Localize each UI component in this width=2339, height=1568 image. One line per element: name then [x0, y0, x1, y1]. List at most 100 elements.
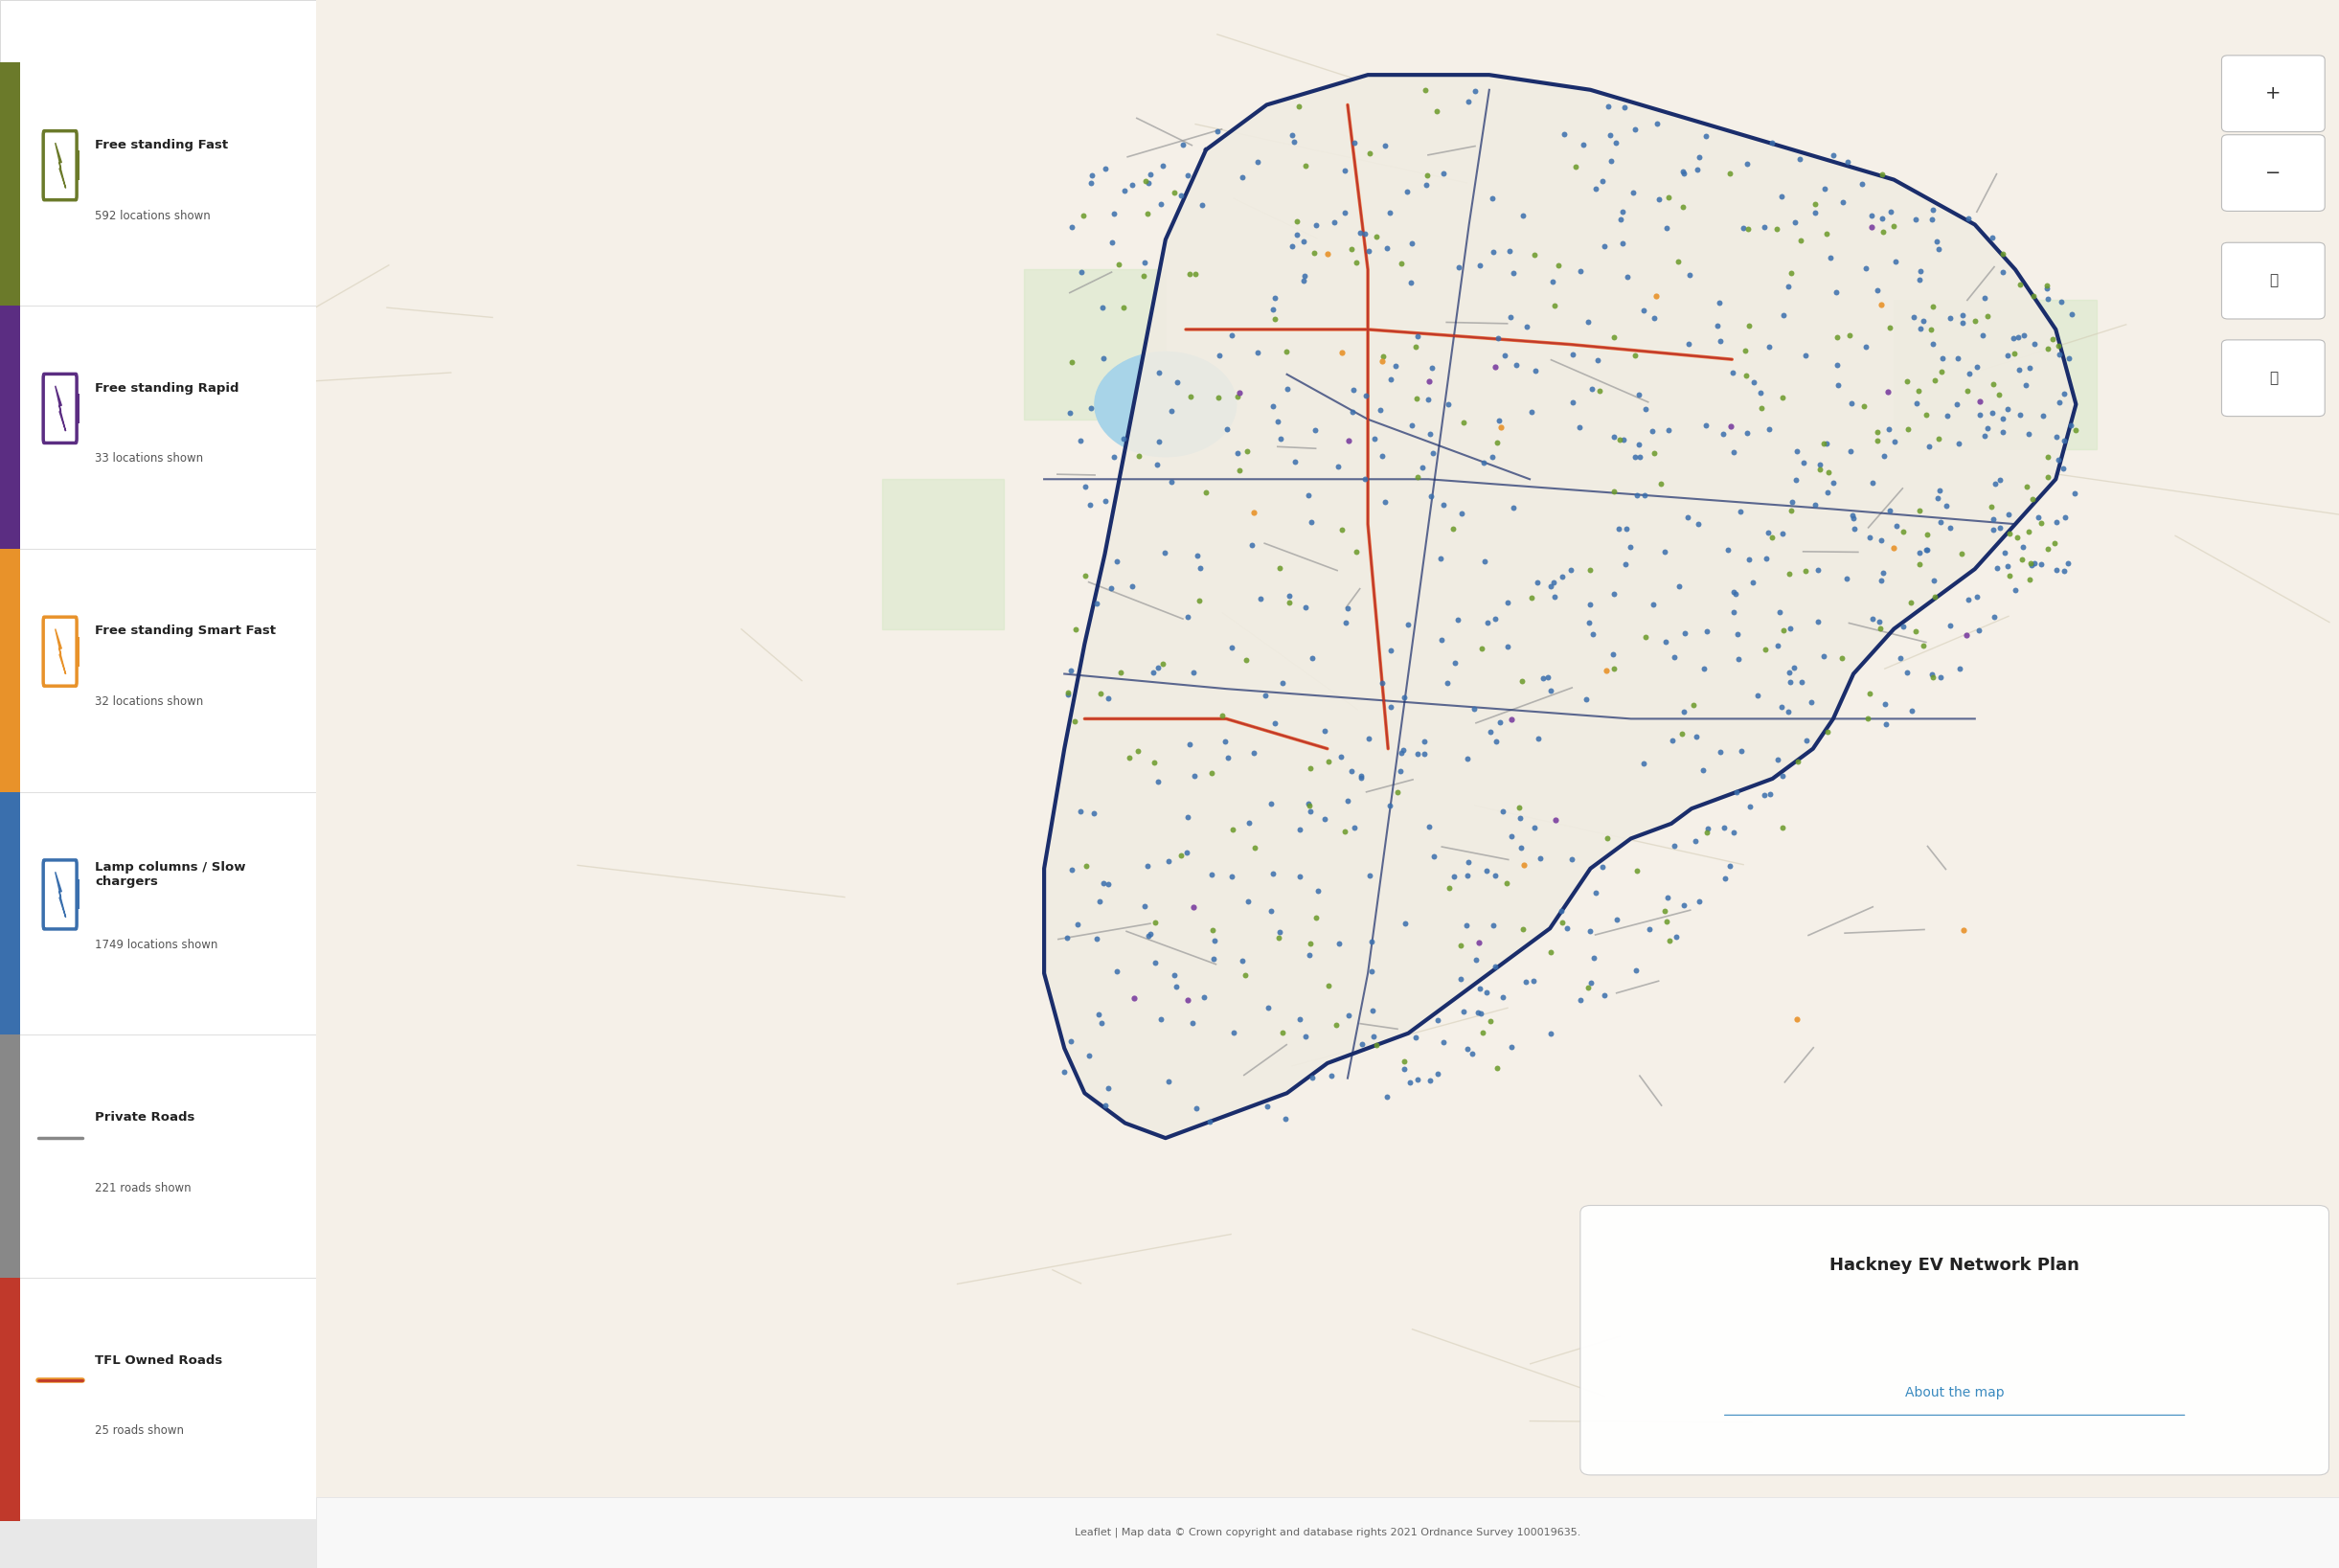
- Point: [1916, 665, 1953, 690]
- Point: [1413, 483, 1450, 508]
- Point: [1347, 383, 1385, 408]
- Point: [1509, 314, 1546, 339]
- Point: [1354, 1024, 1392, 1049]
- Point: [1764, 764, 1801, 789]
- Point: [1878, 514, 1916, 539]
- Point: [1808, 480, 1845, 505]
- Point: [1317, 1011, 1354, 1036]
- Point: [1640, 187, 1677, 212]
- Point: [1560, 414, 1598, 439]
- Point: [1502, 806, 1539, 831]
- Point: [1714, 361, 1752, 386]
- Point: [1892, 590, 1930, 615]
- Text: 32 locations shown: 32 locations shown: [94, 696, 203, 707]
- Point: [1913, 293, 1951, 318]
- Point: [1621, 383, 1658, 408]
- Point: [1261, 920, 1298, 946]
- Point: [1906, 536, 1944, 561]
- Bar: [75, 151, 80, 180]
- Bar: [75, 880, 80, 909]
- Point: [1850, 524, 1888, 549]
- Point: [1806, 431, 1843, 456]
- Point: [1710, 538, 1747, 563]
- Point: [1275, 234, 1312, 259]
- Point: [1352, 141, 1389, 166]
- Point: [1434, 516, 1471, 541]
- Point: [1464, 1021, 1502, 1046]
- Point: [1902, 552, 1939, 577]
- Point: [1579, 348, 1616, 373]
- Point: [1778, 467, 1815, 492]
- Point: [1235, 500, 1272, 525]
- Point: [1382, 759, 1420, 784]
- Point: [1532, 1021, 1569, 1046]
- Point: [1916, 568, 1953, 593]
- Point: [1584, 855, 1621, 880]
- Point: [1443, 500, 1481, 525]
- Point: [1619, 483, 1656, 508]
- Point: [1537, 583, 1574, 608]
- Point: [1586, 234, 1623, 259]
- Point: [1067, 474, 1104, 499]
- Point: [1469, 610, 1506, 635]
- Point: [1277, 209, 1315, 234]
- Point: [1902, 259, 1939, 284]
- Point: [1822, 644, 1860, 670]
- Point: [1544, 563, 1581, 588]
- Point: [1106, 295, 1144, 320]
- Point: [1368, 235, 1406, 260]
- Point: [1492, 707, 1530, 732]
- Point: [1153, 469, 1191, 494]
- Point: [1371, 793, 1408, 818]
- Point: [1125, 249, 1162, 274]
- Point: [1567, 687, 1605, 712]
- Point: [1296, 240, 1333, 265]
- Point: [1665, 194, 1703, 220]
- Point: [1050, 681, 1088, 706]
- Point: [1831, 323, 1869, 348]
- Point: [1127, 201, 1165, 226]
- Point: [1712, 414, 1750, 439]
- Point: [1759, 633, 1796, 659]
- Point: [1888, 660, 1925, 685]
- Point: [1834, 505, 1871, 530]
- Point: [1892, 698, 1930, 723]
- Point: [1890, 416, 1927, 441]
- Point: [1417, 99, 1455, 124]
- Point: [1392, 414, 1429, 439]
- Point: [1532, 679, 1569, 704]
- Point: [1310, 748, 1347, 773]
- Point: [2028, 285, 2065, 310]
- Point: [1495, 260, 1532, 285]
- Point: [1867, 691, 1904, 717]
- Point: [1724, 215, 1761, 240]
- Point: [1609, 265, 1647, 290]
- Point: [1513, 585, 1551, 610]
- Point: [1230, 889, 1268, 914]
- Point: [1095, 229, 1132, 254]
- Point: [1656, 644, 1693, 670]
- Point: [1780, 750, 1817, 775]
- Polygon shape: [1895, 299, 2096, 450]
- Point: [1214, 1019, 1251, 1044]
- Point: [1771, 561, 1808, 586]
- Circle shape: [1095, 351, 1237, 456]
- Point: [1291, 756, 1329, 781]
- Point: [1448, 913, 1485, 938]
- Point: [1874, 213, 1911, 238]
- Point: [1467, 858, 1504, 883]
- Point: [1616, 958, 1654, 983]
- Text: Lamp columns / Slow
chargers: Lamp columns / Slow chargers: [94, 861, 246, 887]
- Point: [1095, 201, 1132, 226]
- Point: [1612, 535, 1649, 560]
- Point: [1722, 499, 1759, 524]
- Point: [1553, 342, 1591, 367]
- Point: [2047, 505, 2084, 530]
- Point: [1955, 307, 1993, 332]
- Point: [1761, 599, 1799, 624]
- Point: [1679, 144, 1717, 169]
- Point: [1775, 655, 1813, 681]
- Point: [1050, 682, 1088, 707]
- Point: [1476, 955, 1513, 980]
- Point: [1106, 177, 1144, 202]
